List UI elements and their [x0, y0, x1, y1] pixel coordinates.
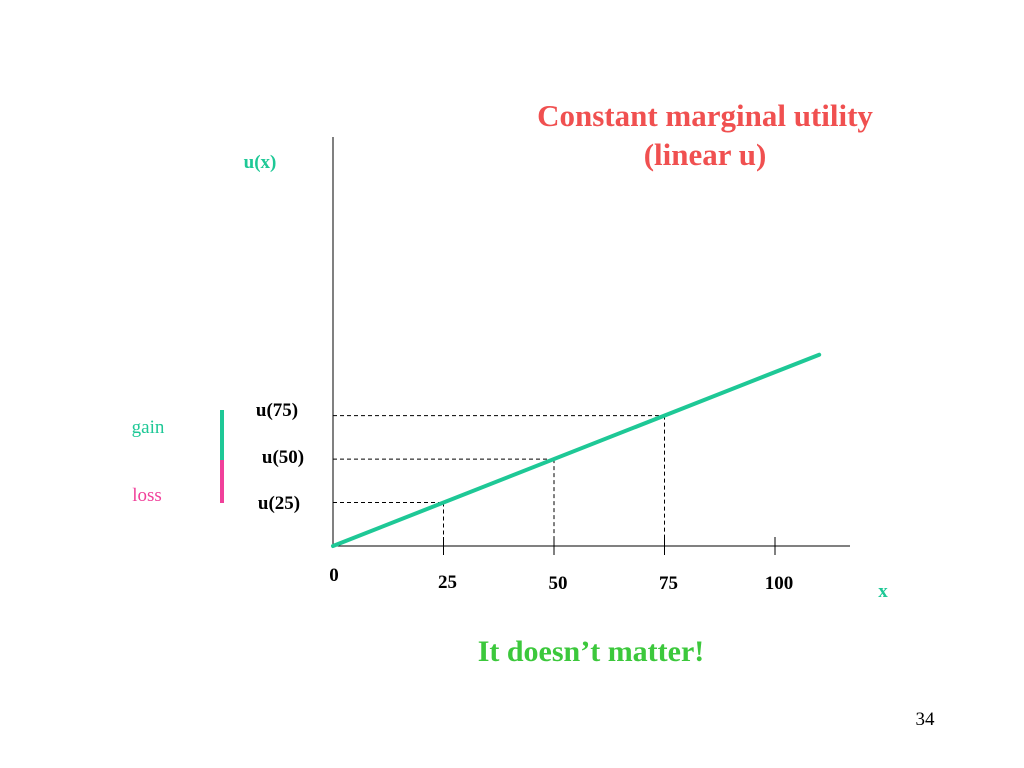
x-tick-label: 0 [329, 565, 339, 586]
chart-title-line1: Constant marginal utility [537, 98, 873, 133]
page-number: 34 [916, 709, 936, 730]
loss-label: loss [132, 485, 162, 506]
reference-label: u(25) [258, 493, 300, 514]
series-group [331, 352, 822, 548]
reference-lines: u(25) u(50) u(75) [256, 400, 665, 546]
series-line [331, 352, 822, 548]
x-tick-label: 75 [659, 573, 678, 594]
x-axis-label: x [878, 581, 888, 602]
y-axis-label: u(x) [244, 152, 277, 173]
x-tick-label: 25 [438, 572, 457, 593]
reference-label: u(50) [262, 447, 304, 468]
x-tick-label: 50 [549, 573, 568, 594]
gain-label: gain [132, 417, 165, 438]
reference-label: u(75) [256, 400, 298, 421]
x-tick-label: 100 [765, 573, 794, 594]
footer-text: It doesn’t matter! [478, 635, 705, 668]
chart-title-line2: (linear u) [644, 137, 767, 172]
